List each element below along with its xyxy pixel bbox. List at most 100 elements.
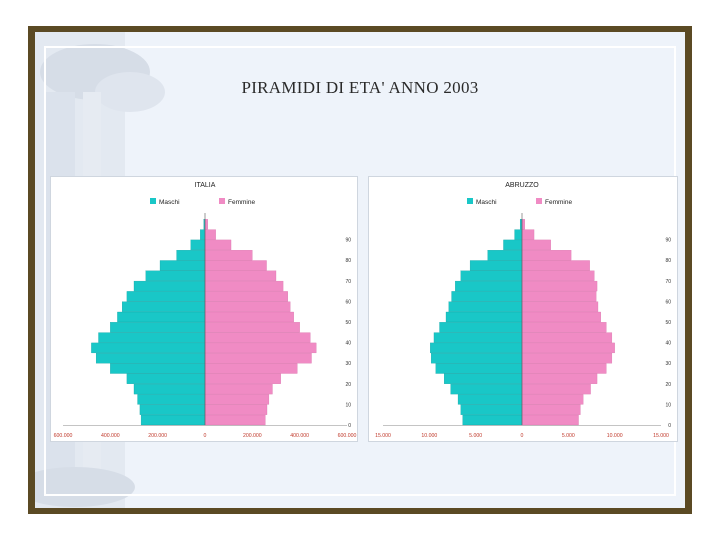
y-tick-label: 10 (345, 402, 351, 408)
legend-swatch-femmine (536, 198, 542, 204)
bar-maschi-10-14 (137, 394, 206, 405)
y-tick-label: 70 (345, 279, 351, 285)
bar-maschi-75-79 (159, 260, 206, 271)
x-tick-label: 600.000 (338, 433, 357, 439)
y-tick-label: 30 (345, 361, 351, 367)
legend-label-maschi: Maschi (159, 199, 180, 206)
bar-femmine-25-29 (204, 363, 298, 374)
bar-femmine-85-89 (204, 239, 232, 251)
x-tick-label: 10.000 (421, 433, 437, 439)
bar-maschi-80-84 (487, 250, 523, 261)
bar-femmine-10-14 (521, 394, 584, 405)
x-tick-label: 15.000 (653, 433, 669, 439)
bar-femmine-10-14 (204, 394, 270, 405)
bar-femmine-5-9 (204, 404, 268, 415)
bar-femmine-75-79 (204, 260, 267, 271)
bar-maschi-45-49 (439, 322, 523, 333)
legend-swatch-maschi (467, 198, 473, 204)
y-tick-label: 90 (345, 238, 351, 244)
chart-abruzzo: ABRUZZO Maschi Femmine 0 10 20 30 40 50 60 70 80 90 1… (368, 176, 678, 442)
bar-maschi-0-4 (140, 414, 206, 426)
bar-femmine-90-94 (521, 229, 535, 240)
x-tick-label: 400.000 (290, 433, 309, 439)
y-tick-label: 60 (665, 299, 671, 305)
bar-femmine-65-69 (204, 280, 284, 292)
bar-femmine-65-69 (521, 280, 598, 292)
chart-abruzzo-svg: ABRUZZO Maschi Femmine 0 10 20 30 40 50 60 70 80 90 1… (375, 182, 671, 439)
y-tick-label: 80 (345, 258, 351, 264)
y-tick-label: 70 (665, 279, 671, 285)
x-tick-label: 5.000 (469, 433, 482, 439)
bar-femmine-70-74 (521, 270, 595, 281)
y-tick-label: 60 (345, 299, 351, 305)
bar-maschi-65-69 (133, 280, 206, 292)
bar-maschi-85-89 (190, 239, 206, 251)
bar-maschi-5-9 (460, 404, 523, 415)
bar-maschi-5-9 (139, 404, 206, 415)
bar-femmine-60-64 (521, 291, 597, 302)
bar-maschi-50-54 (445, 311, 523, 323)
x-tick-label: 400.000 (101, 433, 120, 439)
bar-femmine-20-24 (204, 373, 281, 384)
bar-femmine-85-89 (521, 239, 551, 251)
bar-maschi-70-74 (145, 270, 206, 281)
bar-femmine-5-9 (521, 404, 581, 415)
y-tick-label: 0 (668, 423, 671, 429)
bar-femmine-95-99 (521, 219, 525, 230)
y-tick-label: 0 (348, 423, 351, 429)
bar-maschi-20-24 (126, 373, 206, 384)
y-tick-label: 80 (665, 258, 671, 264)
bar-femmine-45-49 (521, 322, 607, 333)
bar-femmine-35-39 (521, 342, 615, 354)
bar-femmine-40-44 (204, 332, 311, 343)
legend-label-femmine: Femmine (545, 199, 572, 206)
bar-maschi-45-49 (110, 322, 206, 333)
bar-maschi-75-79 (469, 260, 523, 271)
bar-maschi-50-54 (117, 311, 206, 323)
bar-femmine-60-64 (204, 291, 288, 302)
bar-maschi-25-29 (435, 363, 523, 374)
bar-maschi-65-69 (455, 280, 523, 292)
bar-femmine-35-39 (204, 342, 317, 354)
bar-femmine-30-34 (521, 353, 613, 364)
bar-maschi-55-59 (448, 301, 523, 312)
y-tick-label: 10 (665, 402, 671, 408)
bar-femmine-0-4 (521, 414, 579, 426)
legend-swatch-maschi (150, 198, 156, 204)
y-tick-label: 50 (345, 320, 351, 326)
y-tick-label: 20 (665, 382, 671, 388)
y-tick-label: 40 (665, 341, 671, 347)
legend-swatch-femmine (219, 198, 225, 204)
bar-maschi-60-64 (451, 291, 523, 302)
bar-femmine-80-84 (521, 250, 572, 261)
bar-maschi-80-84 (176, 250, 206, 261)
bar-maschi-10-14 (457, 394, 523, 405)
bar-maschi-30-34 (431, 353, 523, 364)
x-tick-label: 600.000 (54, 433, 73, 439)
legend-label-maschi: Maschi (476, 199, 497, 206)
bar-maschi-40-44 (98, 332, 206, 343)
legend-label-femmine: Femmine (228, 199, 255, 206)
bar-femmine-55-59 (204, 301, 291, 312)
bar-maschi-15-19 (133, 383, 206, 395)
chart-title: ITALIA (195, 182, 216, 189)
y-tick-label: 90 (665, 238, 671, 244)
bar-femmine-90-94 (204, 229, 216, 240)
bar-femmine-45-49 (204, 322, 300, 333)
x-tick-label: 15.000 (375, 433, 391, 439)
x-tick-label: 200.000 (243, 433, 262, 439)
bar-femmine-20-24 (521, 373, 598, 384)
bar-femmine-80-84 (204, 250, 253, 261)
bar-maschi-60-64 (126, 291, 206, 302)
bar-femmine-70-74 (204, 270, 277, 281)
bar-maschi-25-29 (110, 363, 206, 374)
bar-femmine-15-19 (521, 383, 591, 395)
bar-maschi-30-34 (95, 353, 206, 364)
x-tick-label: 0 (204, 433, 207, 439)
bar-femmine-50-54 (521, 311, 601, 323)
bar-femmine-55-59 (521, 301, 599, 312)
x-tick-label: 0 (521, 433, 524, 439)
bar-femmine-0-4 (204, 414, 266, 426)
x-tick-label: 5.000 (562, 433, 575, 439)
y-tick-label: 40 (345, 341, 351, 347)
